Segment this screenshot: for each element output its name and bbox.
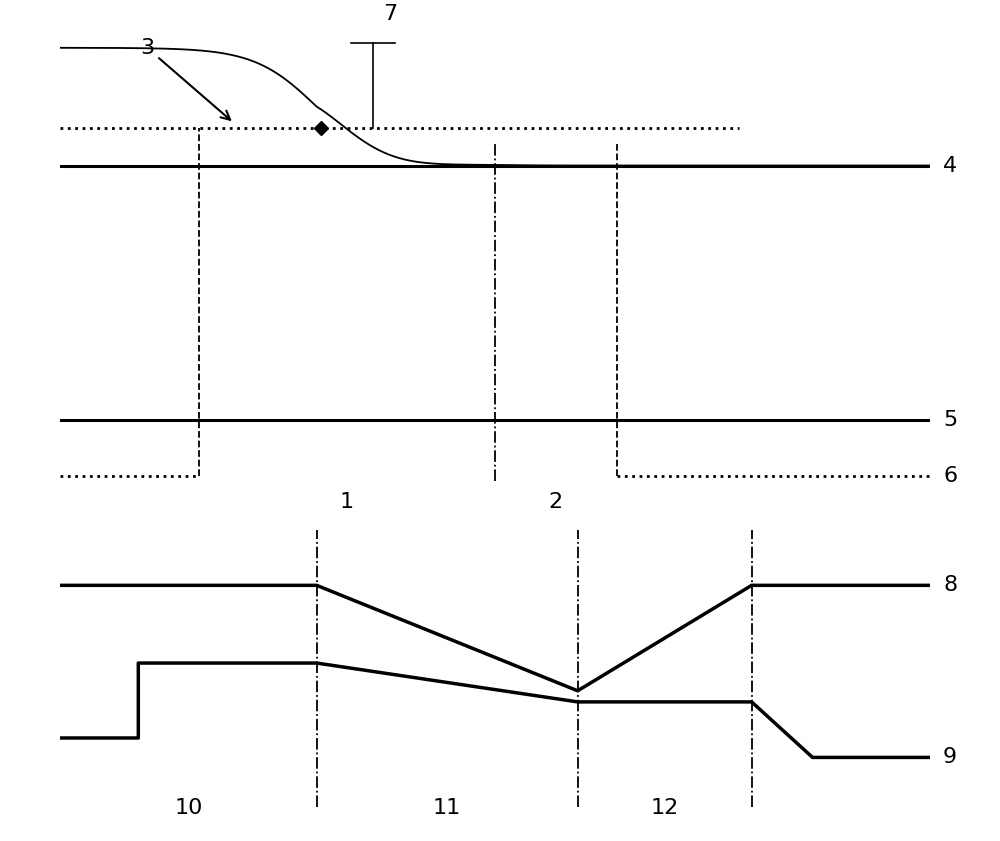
Text: 2: 2: [549, 492, 563, 511]
Text: 8: 8: [943, 575, 957, 595]
Text: 11: 11: [433, 798, 461, 818]
Text: 7: 7: [384, 4, 398, 24]
Text: 10: 10: [175, 798, 203, 818]
Text: 12: 12: [651, 798, 679, 818]
Text: 5: 5: [943, 410, 957, 430]
Text: 9: 9: [943, 748, 957, 767]
Text: 4: 4: [943, 156, 957, 176]
Text: 3: 3: [140, 38, 230, 119]
Text: 6: 6: [943, 467, 957, 486]
Text: 1: 1: [340, 492, 354, 511]
